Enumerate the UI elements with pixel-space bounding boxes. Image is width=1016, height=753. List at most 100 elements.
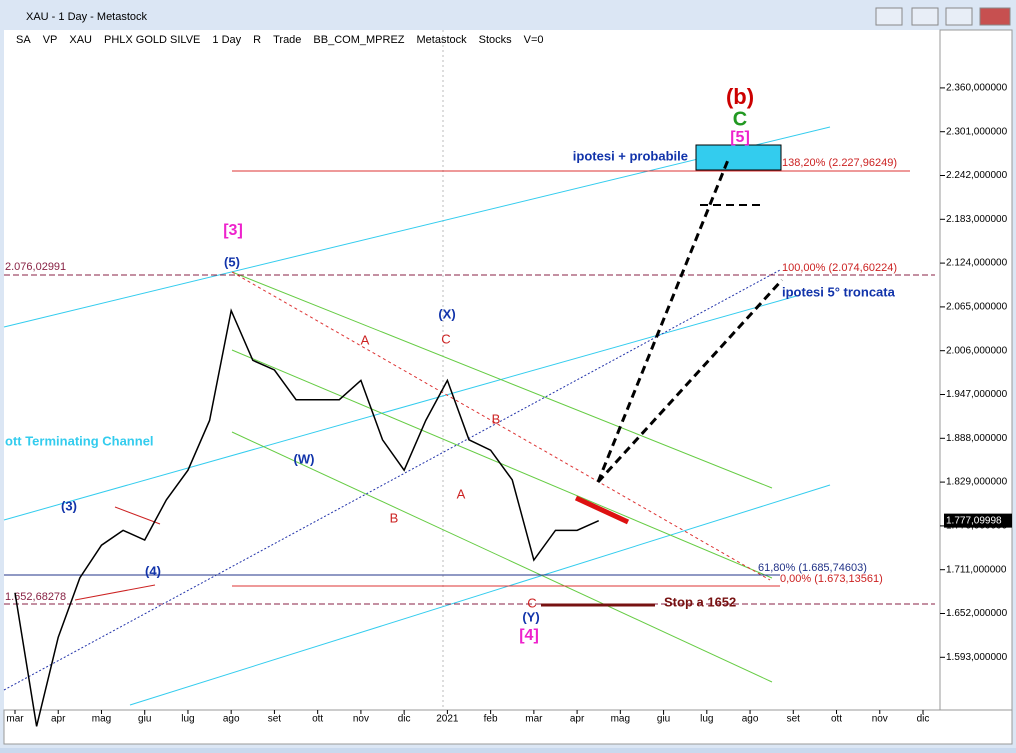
trend-line bbox=[3, 269, 781, 691]
toolbar-item: VP bbox=[43, 34, 58, 46]
channel-line bbox=[3, 126, 831, 328]
y-tick-label: 2.183,000000 bbox=[946, 214, 1008, 225]
x-tick-label: giu bbox=[138, 714, 151, 725]
label: [3] bbox=[223, 222, 243, 239]
label: [4] bbox=[519, 627, 539, 644]
drawings bbox=[3, 30, 935, 710]
toolbar-item: V=0 bbox=[524, 34, 544, 46]
label: 2.076,02991 bbox=[5, 261, 66, 273]
x-tick-label: lug bbox=[181, 714, 194, 725]
label: C bbox=[733, 108, 747, 130]
label: (Y) bbox=[522, 609, 539, 624]
channel-line bbox=[231, 271, 773, 489]
y-tick-label: 1.947,000000 bbox=[946, 389, 1008, 400]
label: 138,20% (2.227,96249) bbox=[782, 157, 897, 169]
label: B bbox=[390, 510, 399, 525]
target-box bbox=[695, 144, 782, 171]
projection bbox=[596, 159, 730, 483]
channel-line bbox=[3, 294, 801, 521]
y-tick-label: 2.360,000000 bbox=[946, 83, 1008, 94]
toolbar-item: XAU bbox=[69, 34, 92, 46]
label: (b) bbox=[726, 84, 754, 109]
toolbar-item: R bbox=[253, 34, 261, 46]
x-tick-label: ago bbox=[223, 714, 240, 725]
y-tick-label: 2.065,000000 bbox=[946, 302, 1008, 313]
label: (3) bbox=[61, 498, 77, 513]
label: ipotesi 5° troncata bbox=[782, 284, 896, 299]
y-tick-label: 2.301,000000 bbox=[946, 126, 1008, 137]
toolbar-item: BB_COM_MPREZ bbox=[313, 34, 404, 46]
label: 0,00% (1.673,13561) bbox=[780, 573, 883, 585]
y-tick-label: 2.006,000000 bbox=[946, 345, 1008, 356]
label: A bbox=[457, 486, 466, 501]
y-tick-label: 1.652,000000 bbox=[946, 608, 1008, 619]
x-tick-label: set bbox=[787, 714, 801, 725]
label: ipotesi + probabile bbox=[573, 148, 688, 163]
trend-line bbox=[114, 506, 161, 525]
window-buttons bbox=[875, 7, 1011, 26]
toolbar-item: PHLX GOLD SILVE bbox=[104, 34, 200, 46]
label: (5) bbox=[224, 254, 240, 269]
y-tick-label: 1.829,000000 bbox=[946, 477, 1008, 488]
x-tick-label: lug bbox=[700, 714, 713, 725]
x-tick-label: apr bbox=[570, 714, 585, 725]
label: (W) bbox=[294, 451, 315, 466]
x-tick-label: ago bbox=[742, 714, 759, 725]
x-tick-label: ott bbox=[831, 714, 842, 725]
window-title: XAU - 1 Day - Metastock bbox=[26, 11, 148, 23]
toolbar-item: Trade bbox=[273, 34, 301, 46]
label: C bbox=[441, 331, 450, 346]
btn-max[interactable] bbox=[945, 7, 973, 26]
label: (4) bbox=[145, 563, 161, 578]
plot-area bbox=[4, 30, 940, 710]
toolbar-item: SA bbox=[16, 34, 31, 46]
label: B bbox=[492, 411, 501, 426]
toolbar-item: Metastock bbox=[417, 34, 468, 46]
btn[interactable] bbox=[875, 7, 903, 26]
x-tick-label: nov bbox=[872, 714, 888, 725]
x-tick-label: mag bbox=[611, 714, 630, 725]
last-price-box bbox=[944, 513, 1012, 528]
channel-line bbox=[231, 431, 773, 683]
trend-line bbox=[231, 271, 771, 581]
x-tick-label: apr bbox=[51, 714, 66, 725]
label: 100,00% (2.074,60224) bbox=[782, 262, 897, 274]
x-tick-label: ott bbox=[312, 714, 323, 725]
x-tick-label: mar bbox=[525, 714, 543, 725]
break-line bbox=[574, 495, 630, 525]
y-tick-label: 2.242,000000 bbox=[946, 170, 1008, 181]
label: 61,80% (1.685,74603) bbox=[758, 562, 867, 574]
last-price-label: 1.777,09998 bbox=[946, 515, 1002, 526]
x-tick-label: feb bbox=[484, 714, 498, 725]
label: C bbox=[527, 595, 536, 610]
x-axis-panel bbox=[3, 709, 1013, 745]
x-tick-label: giu bbox=[657, 714, 670, 725]
x-tick-label: 2021 bbox=[436, 714, 459, 725]
y-tick-label: 1.711,000000 bbox=[946, 564, 1007, 575]
annotations: (b) C [5] ipotesi + probabile 138,20% (2… bbox=[5, 84, 897, 644]
channel-line bbox=[231, 349, 773, 579]
projection bbox=[596, 278, 784, 484]
label: 1.652,68278 bbox=[5, 591, 66, 603]
toolbar: SA VP XAU PHLX GOLD SILVE 1 Day R Trade BB_COM_… bbox=[16, 34, 544, 46]
y-tick-label: 1.593,000000 bbox=[946, 652, 1008, 663]
btn-close[interactable] bbox=[979, 7, 1011, 26]
x-tick-label: mag bbox=[92, 714, 111, 725]
channel-line bbox=[129, 484, 831, 706]
y-axis-panel bbox=[939, 29, 1013, 711]
y-tick-label: 1.888,000000 bbox=[946, 433, 1008, 444]
label: [5] bbox=[730, 129, 750, 146]
x-tick-label: dic bbox=[917, 714, 930, 725]
btn-min[interactable] bbox=[911, 7, 939, 26]
label: (X) bbox=[438, 306, 455, 321]
label: A bbox=[361, 332, 370, 347]
toolbar-item: 1 Day bbox=[212, 34, 241, 46]
x-tick-label: set bbox=[268, 714, 282, 725]
trend-line bbox=[74, 584, 156, 601]
x-tick-label: dic bbox=[398, 714, 411, 725]
label: Stop a 1652 bbox=[664, 594, 736, 609]
toolbar-item: Stocks bbox=[479, 34, 513, 46]
label: ott Terminating Channel bbox=[5, 433, 154, 448]
